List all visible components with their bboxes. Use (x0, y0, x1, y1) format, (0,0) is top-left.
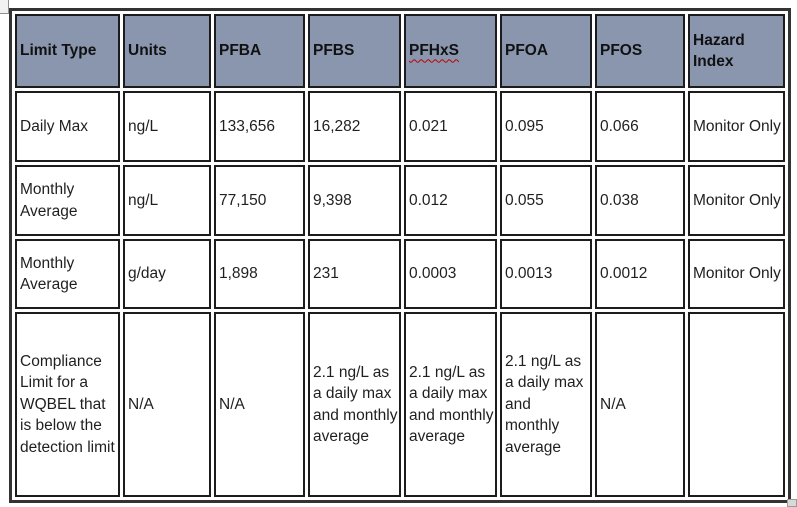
table-row-1: Daily Max ng/L 133,656 16,282 0.021 0.095 0.06… (15, 91, 785, 162)
table-row-4: Compliance Limit for a WQBEL that is bel… (15, 312, 785, 497)
cell-row3-pfba: 1,898 (214, 239, 305, 309)
column-header-label: PFBS (313, 42, 355, 60)
table-header: Limit Type Units PFBA PFBS PFHxS PFOA PFOS Haza… (15, 14, 785, 88)
column-header-units: Units (123, 14, 211, 88)
column-header-label: Units (128, 42, 167, 60)
cell-row1-pfbs: 16,282 (308, 91, 401, 162)
column-header-pfos: PFOS (595, 14, 685, 88)
column-header-label: PFOA (505, 42, 549, 60)
table-header-row: Limit Type Units PFBA PFBS PFHxS PFOA PFOS Haza… (15, 14, 785, 88)
cell-row2-pfba: 77,150 (214, 165, 305, 236)
cell-row3-units: g/day (123, 239, 211, 309)
column-header-pfoa: PFOA (500, 14, 592, 88)
cell-row1-pfoa: 0.095 (500, 91, 592, 162)
cell-row3-limit-type: Monthly Average (15, 239, 120, 309)
cell-row2-hazard-index: Monitor Only (688, 165, 785, 236)
cell-row4-pfbs: 2.1 ng/L as a daily max and monthly aver… (308, 312, 401, 497)
pfas-limits-table: Limit Type Units PFBA PFBS PFHxS PFOA PFOS Haza… (9, 8, 791, 503)
cell-row3-pfbs: 231 (308, 239, 401, 309)
column-header-pfbs: PFBS (308, 14, 401, 88)
table-row-2: Monthly Average ng/L 77,150 9,398 0.012 0.055… (15, 165, 785, 236)
cell-row1-limit-type: Daily Max (15, 91, 120, 162)
resize-handle-fragment (787, 499, 797, 507)
cell-row1-units: ng/L (123, 91, 211, 162)
table-body: Daily Max ng/L 133,656 16,282 0.021 0.095 0.06… (15, 91, 785, 497)
cell-row4-hazard-index (688, 312, 785, 497)
cell-row4-pfba: N/A (214, 312, 305, 497)
cell-row2-pfoa: 0.055 (500, 165, 592, 236)
cell-row4-units: N/A (123, 312, 211, 497)
ruler-fragment (0, 0, 9, 14)
cell-row1-pfhxs: 0.021 (404, 91, 497, 162)
cell-row1-hazard-index: Monitor Only (688, 91, 785, 162)
cell-row4-pfhxs: 2.1 ng/L as a daily max and monthly aver… (404, 312, 497, 497)
cell-row2-limit-type: Monthly Average (15, 165, 120, 236)
cell-row4-pfoa: 2.1 ng/L as a daily max and monthly aver… (500, 312, 592, 497)
cell-row2-units: ng/L (123, 165, 211, 236)
cell-row1-pfba: 133,656 (214, 91, 305, 162)
cell-row4-pfos: N/A (595, 312, 685, 497)
cell-row2-pfos: 0.038 (595, 165, 685, 236)
table-row-3: Monthly Average g/day 1,898 231 0.0003 0.0013… (15, 239, 785, 309)
column-header-label: PFHxS (409, 42, 459, 60)
column-header-pfba: PFBA (214, 14, 305, 88)
cell-row2-pfhxs: 0.012 (404, 165, 497, 236)
column-header-label: Limit Type (20, 42, 97, 60)
cell-row3-hazard-index: Monitor Only (688, 239, 785, 309)
cell-row4-limit-type: Compliance Limit for a WQBEL that is bel… (15, 312, 120, 497)
column-header-hazard-index: Hazard Index (688, 14, 785, 88)
cell-row3-pfhxs: 0.0003 (404, 239, 497, 309)
cell-row1-pfos: 0.066 (595, 91, 685, 162)
column-header-limit-type: Limit Type (15, 14, 120, 88)
column-header-pfhxs: PFHxS (404, 14, 497, 88)
cell-row2-pfbs: 9,398 (308, 165, 401, 236)
cell-row3-pfos: 0.0012 (595, 239, 685, 309)
column-header-label: Hazard Index (693, 31, 745, 70)
column-header-label: PFBA (219, 42, 262, 60)
column-header-label: PFOS (600, 42, 643, 60)
cell-row3-pfoa: 0.0013 (500, 239, 592, 309)
